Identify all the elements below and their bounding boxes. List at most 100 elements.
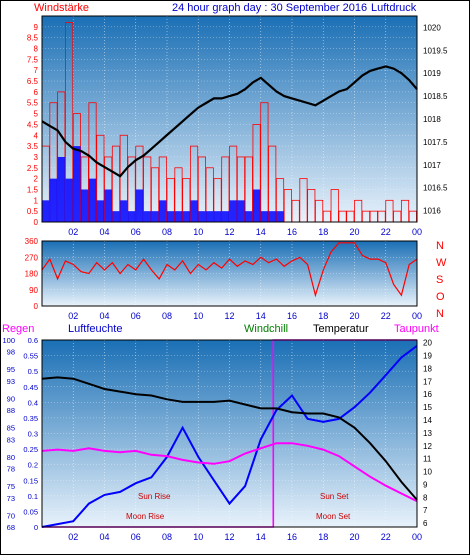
rain-tick-0.55: 0.55 bbox=[23, 352, 38, 361]
x-tick-p2-14: 14 bbox=[256, 311, 266, 321]
temperature-tick-18: 18 bbox=[423, 364, 432, 373]
graph-title: 24 hour graph day : 30 September 2016 bbox=[172, 2, 367, 14]
direction-label-o: O bbox=[436, 291, 445, 303]
x-tick-p3-16: 16 bbox=[287, 532, 297, 542]
windchill-label: Windchill bbox=[244, 323, 288, 335]
gust-bar-26 bbox=[245, 211, 253, 222]
gust-bar-15 bbox=[159, 200, 167, 222]
wind-axis-label: Windstärke bbox=[34, 2, 89, 14]
gust-bar-28 bbox=[260, 211, 269, 222]
x-tick-p2-10: 10 bbox=[193, 311, 203, 321]
temperature-tick-20: 20 bbox=[423, 339, 432, 348]
pressure-tick-1016.5: 1016.5 bbox=[423, 184, 448, 193]
rain-tick-0.1: 0.1 bbox=[28, 492, 38, 501]
humidity-tick-83: 83 bbox=[7, 435, 15, 444]
pressure-tick-1019.5: 1019.5 bbox=[423, 46, 448, 55]
wind-tick-4: 4 bbox=[34, 131, 39, 140]
temperature-tick-17: 17 bbox=[423, 377, 432, 386]
sun-set-label: Sun Set bbox=[320, 492, 349, 501]
x-tick-p3-14: 14 bbox=[256, 532, 266, 542]
gust-bar-18 bbox=[182, 211, 190, 222]
pressure-tick-1018.5: 1018.5 bbox=[423, 92, 448, 101]
humidity-tick-70: 70 bbox=[7, 511, 15, 520]
gust-bar-24 bbox=[229, 200, 237, 222]
wind-tick-7.5: 7.5 bbox=[27, 55, 39, 64]
moon-rise-label: Moon Rise bbox=[126, 512, 165, 521]
gust-bar-2 bbox=[57, 156, 65, 222]
humidity-tick-78: 78 bbox=[7, 465, 15, 474]
wind-tick-5: 5 bbox=[34, 110, 39, 119]
moon-set-label: Moon Set bbox=[316, 512, 351, 521]
wind-tick-2: 2 bbox=[34, 175, 39, 184]
x-tick-p1-00: 00 bbox=[412, 227, 422, 237]
humidity-tick-93: 93 bbox=[7, 377, 15, 386]
gust-bar-27 bbox=[252, 189, 261, 222]
x-tick-p1-08: 08 bbox=[162, 227, 172, 237]
wind-tick-8: 8 bbox=[34, 45, 39, 54]
gust-bar-8 bbox=[104, 189, 112, 222]
pressure-tick-1018: 1018 bbox=[423, 115, 441, 124]
temperature-tick-13: 13 bbox=[423, 429, 432, 438]
direction-tick-360: 360 bbox=[25, 237, 39, 246]
x-tick-p1-06: 06 bbox=[131, 227, 141, 237]
wind-tick-8.5: 8.5 bbox=[27, 34, 39, 43]
dewpoint-line bbox=[41, 442, 418, 503]
direction-label-s: S bbox=[436, 274, 443, 286]
humidity-tick-73: 73 bbox=[7, 494, 15, 503]
humidity-tick-100: 100 bbox=[2, 336, 15, 345]
humidity-tick-80: 80 bbox=[7, 453, 15, 462]
rain-tick-0.6: 0.6 bbox=[28, 336, 38, 345]
temperature-tick-12: 12 bbox=[423, 442, 432, 451]
temperature-tick-11: 11 bbox=[423, 455, 432, 464]
temperature-tick-14: 14 bbox=[423, 416, 432, 425]
luftfeuchte-label: Luftfeuchte bbox=[68, 323, 122, 335]
panel-frame-1 bbox=[41, 15, 418, 223]
pressure-tick-1017.5: 1017.5 bbox=[423, 138, 448, 147]
gust-bar-3 bbox=[65, 178, 73, 222]
pressure-tick-1020: 1020 bbox=[423, 23, 441, 32]
gust-bar-10 bbox=[120, 200, 128, 222]
rain-tick-0.45: 0.45 bbox=[23, 383, 38, 392]
pressure-line bbox=[41, 65, 418, 178]
wind-tick-6.5: 6.5 bbox=[27, 77, 39, 86]
temperature-line bbox=[41, 376, 418, 501]
x-tick-p1-20: 20 bbox=[349, 227, 359, 237]
rain-tick-0.25: 0.25 bbox=[23, 445, 38, 454]
panel-frame-2 bbox=[41, 240, 418, 307]
x-tick-p2-18: 18 bbox=[318, 311, 328, 321]
wind-tick-3.5: 3.5 bbox=[27, 142, 39, 151]
x-tick-p3-00: 00 bbox=[412, 532, 422, 542]
wind-tick-0.5: 0.5 bbox=[27, 207, 39, 216]
wind-tick-4.5: 4.5 bbox=[27, 120, 39, 129]
direction-label-w: W bbox=[436, 257, 447, 269]
gust-bar-1 bbox=[49, 178, 58, 222]
gust-bar-9 bbox=[112, 211, 120, 222]
temperature-tick-15: 15 bbox=[423, 403, 432, 412]
direction-tick-0: 0 bbox=[34, 302, 39, 311]
wind-tick-5.5: 5.5 bbox=[27, 99, 39, 108]
rain-tick-0: 0 bbox=[34, 523, 38, 532]
x-tick-p3-12: 12 bbox=[224, 532, 234, 542]
x-tick-p2-06: 06 bbox=[131, 311, 141, 321]
rain-tick-0.2: 0.2 bbox=[28, 461, 38, 470]
rain-tick-0.5: 0.5 bbox=[28, 367, 38, 376]
x-tick-p3-04: 04 bbox=[99, 532, 109, 542]
gust-bar-25 bbox=[237, 200, 245, 222]
humidity-tick-88: 88 bbox=[7, 406, 15, 415]
temperatur-label: Temperatur bbox=[313, 323, 369, 335]
direction-label-n-top: N bbox=[436, 240, 444, 252]
x-tick-p1-16: 16 bbox=[287, 227, 297, 237]
x-tick-p1-12: 12 bbox=[224, 227, 234, 237]
temperature-tick-19: 19 bbox=[423, 351, 432, 360]
rain-tick-0.3: 0.3 bbox=[28, 430, 38, 439]
humidity-tick-85: 85 bbox=[7, 424, 15, 433]
gust-bar-29 bbox=[268, 211, 276, 222]
pressure-tick-1017: 1017 bbox=[423, 161, 441, 170]
x-tick-p2-20: 20 bbox=[349, 311, 359, 321]
x-tick-p3-18: 18 bbox=[318, 532, 328, 542]
x-tick-p2-04: 04 bbox=[99, 311, 109, 321]
gust-bar-6 bbox=[88, 178, 97, 222]
x-tick-p2-00: 00 bbox=[412, 311, 422, 321]
